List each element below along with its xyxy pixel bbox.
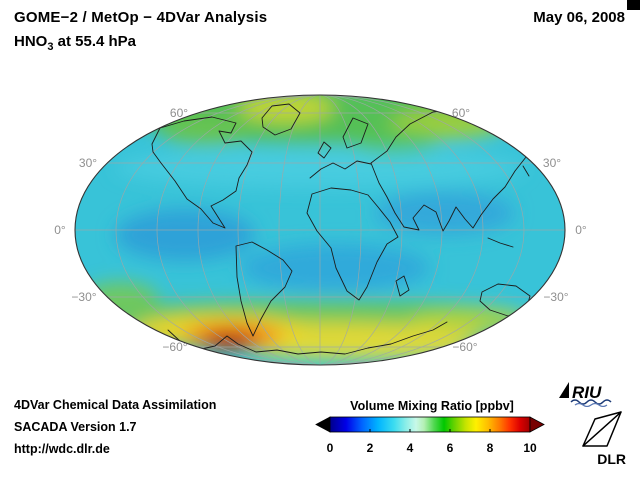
credit-line-assimilation: 4DVar Chemical Data Assimilation: [14, 398, 217, 412]
figure-subtitle: HNO3 at 55.4 hPa: [14, 33, 136, 53]
lat-label-30n-right: 30°: [542, 156, 562, 170]
riu-logo: RIU: [556, 379, 630, 412]
map-boundary: [74, 94, 566, 366]
tick-2: 2: [366, 441, 374, 455]
lat-label-60s-left: −60°: [162, 340, 188, 354]
lat-label-60s-right: −60°: [452, 340, 478, 354]
figure-title: GOME−2 / MetOp − 4DVar Analysis: [14, 9, 268, 26]
lat-label-eq-left: 0°: [54, 223, 66, 237]
corner-mark: [627, 0, 640, 10]
tick-0: 0: [326, 441, 334, 455]
species-label: HNO: [14, 33, 48, 50]
riu-logo-text: RIU: [572, 383, 602, 402]
date-label: May 06, 2008: [533, 9, 625, 26]
colorbar-tick-labels: 0 2 4 6 8 10: [314, 441, 550, 455]
tick-4: 4: [406, 441, 414, 455]
colorbar-title: Volume Mixing Ratio [ppbv]: [350, 399, 514, 413]
lat-label-eq-right: 0°: [575, 223, 587, 237]
lat-label-30n-left: 30°: [78, 156, 98, 170]
species-subscript: 3: [47, 41, 54, 53]
colorbar: Volume Mixing Ratio [ppbv]: [314, 399, 550, 455]
colorbar-gradient: [315, 416, 545, 433]
colorbar-tick-marks: [369, 429, 491, 432]
colorbar-under-arrow: [315, 416, 331, 433]
colorbar-over-arrow: [529, 416, 545, 433]
dlr-mark-icon: [582, 411, 622, 447]
tick-6: 6: [446, 441, 454, 455]
riu-wave-icon: [570, 399, 612, 405]
lat-label-30s-left: −30°: [71, 290, 97, 304]
tick-10: 10: [523, 441, 537, 455]
credit-line-version: SACADA Version 1.7: [14, 420, 137, 434]
dlr-logo-text: DLR: [597, 451, 626, 467]
riu-wave2-icon: [574, 402, 608, 408]
riu-triangle-icon: [559, 382, 569, 398]
lat-label-60n-right: 60°: [451, 106, 471, 120]
colorbar-scale: [329, 416, 531, 433]
credit-line-url: http://wdc.dlr.de: [14, 442, 110, 456]
dlr-logo: DLR: [570, 408, 626, 467]
pressure-level-label: at 55.4 hPa: [53, 33, 137, 50]
tick-8: 8: [486, 441, 494, 455]
lat-label-60n-left: 60°: [169, 106, 189, 120]
lat-label-30s-right: −30°: [543, 290, 569, 304]
